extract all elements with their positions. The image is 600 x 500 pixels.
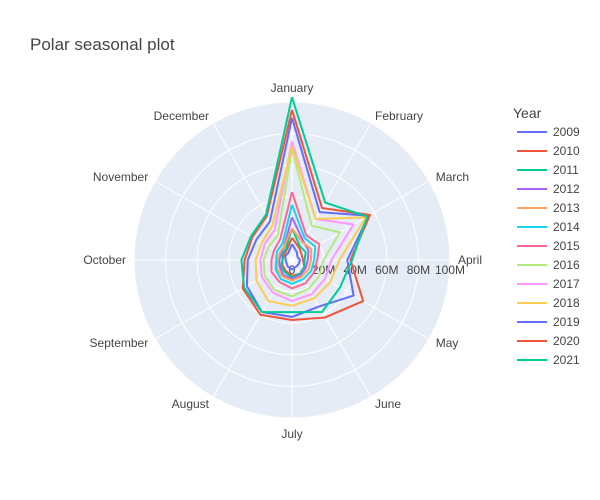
angular-tick-label: May (436, 336, 459, 350)
series-line-2021 (240, 96, 369, 314)
legend-label: 2018 (553, 296, 580, 310)
legend-item-2014[interactable]: 2014 (517, 220, 580, 234)
legend-item-2011[interactable]: 2011 (517, 163, 579, 177)
angular-gridline (291, 259, 430, 340)
angular-tick-label: February (375, 109, 423, 123)
legend-label: 2012 (553, 182, 580, 196)
series-line-2010 (281, 237, 306, 277)
legend-item-2017[interactable]: 2017 (517, 277, 580, 291)
legend-title: Year (513, 105, 542, 121)
angular-tick-label: July (281, 427, 302, 441)
radial-tick-labels: 0 20M 40M 60M 80M 100M (289, 263, 465, 277)
legend-label: 2017 (553, 277, 580, 291)
legend-label: 2021 (553, 353, 580, 367)
angular-gridline (154, 259, 293, 340)
legend-label: 2013 (553, 201, 580, 215)
angular-gridline (212, 259, 293, 398)
series-line-2018 (254, 145, 367, 307)
angular-tick-labels: January February March April May June July Augu… (83, 81, 482, 441)
legend-item-2020[interactable]: 2020 (517, 334, 580, 348)
radial-tick-label: 60M (375, 263, 398, 277)
legend: Year 2009 2010 2011 2012 2013 2014 2015 2016 201… (513, 105, 580, 367)
series-line-2012 (278, 216, 310, 280)
angular-tick-label: October (83, 253, 126, 267)
legend-label: 2010 (553, 144, 580, 158)
legend-label: 2015 (553, 239, 580, 253)
radial-tick-label: 80M (407, 263, 430, 277)
angular-tick-label: December (154, 109, 209, 123)
angular-tick-label: November (93, 170, 148, 184)
angular-tick-label: September (90, 336, 149, 350)
legend-item-2009[interactable]: 2009 (517, 125, 580, 139)
legend-label: 2016 (553, 258, 580, 272)
angular-tick-label: June (375, 397, 401, 411)
legend-item-2019[interactable]: 2019 (517, 315, 580, 329)
series-line-2016 (262, 149, 341, 298)
angular-tick-label: March (436, 170, 469, 184)
series-line-2015 (270, 191, 321, 290)
chart-title: Polar seasonal plot (30, 35, 175, 54)
legend-label: 2009 (553, 125, 580, 139)
series-line-2014 (274, 204, 317, 285)
series-line-2020 (241, 109, 371, 322)
legend-item-2021[interactable]: 2021 (517, 353, 580, 367)
angular-tick-label: April (458, 253, 482, 267)
legend-item-2018[interactable]: 2018 (517, 296, 580, 310)
series-line-2017 (259, 141, 355, 303)
angular-gridline (212, 122, 293, 261)
series-line-2013 (275, 227, 313, 282)
angular-tick-label: January (271, 81, 314, 95)
legend-label: 2019 (553, 315, 580, 329)
legend-item-2016[interactable]: 2016 (517, 258, 580, 272)
legend-item-2010[interactable]: 2010 (517, 144, 580, 158)
legend-label: 2011 (553, 163, 579, 177)
legend-item-2012[interactable]: 2012 (517, 182, 580, 196)
legend-label: 2014 (553, 220, 580, 234)
legend-item-2015[interactable]: 2015 (517, 239, 580, 253)
legend-label: 2020 (553, 334, 580, 348)
legend-item-2013[interactable]: 2013 (517, 201, 580, 215)
angular-tick-label: August (172, 397, 210, 411)
series-layer (240, 96, 371, 322)
radial-tick-label: 100M (435, 263, 465, 277)
series-line-2009 (284, 243, 301, 271)
series-line-2011 (280, 227, 307, 279)
legend-items: 2009 2010 2011 2012 2013 2014 2015 2016 2017 2018… (517, 125, 580, 367)
